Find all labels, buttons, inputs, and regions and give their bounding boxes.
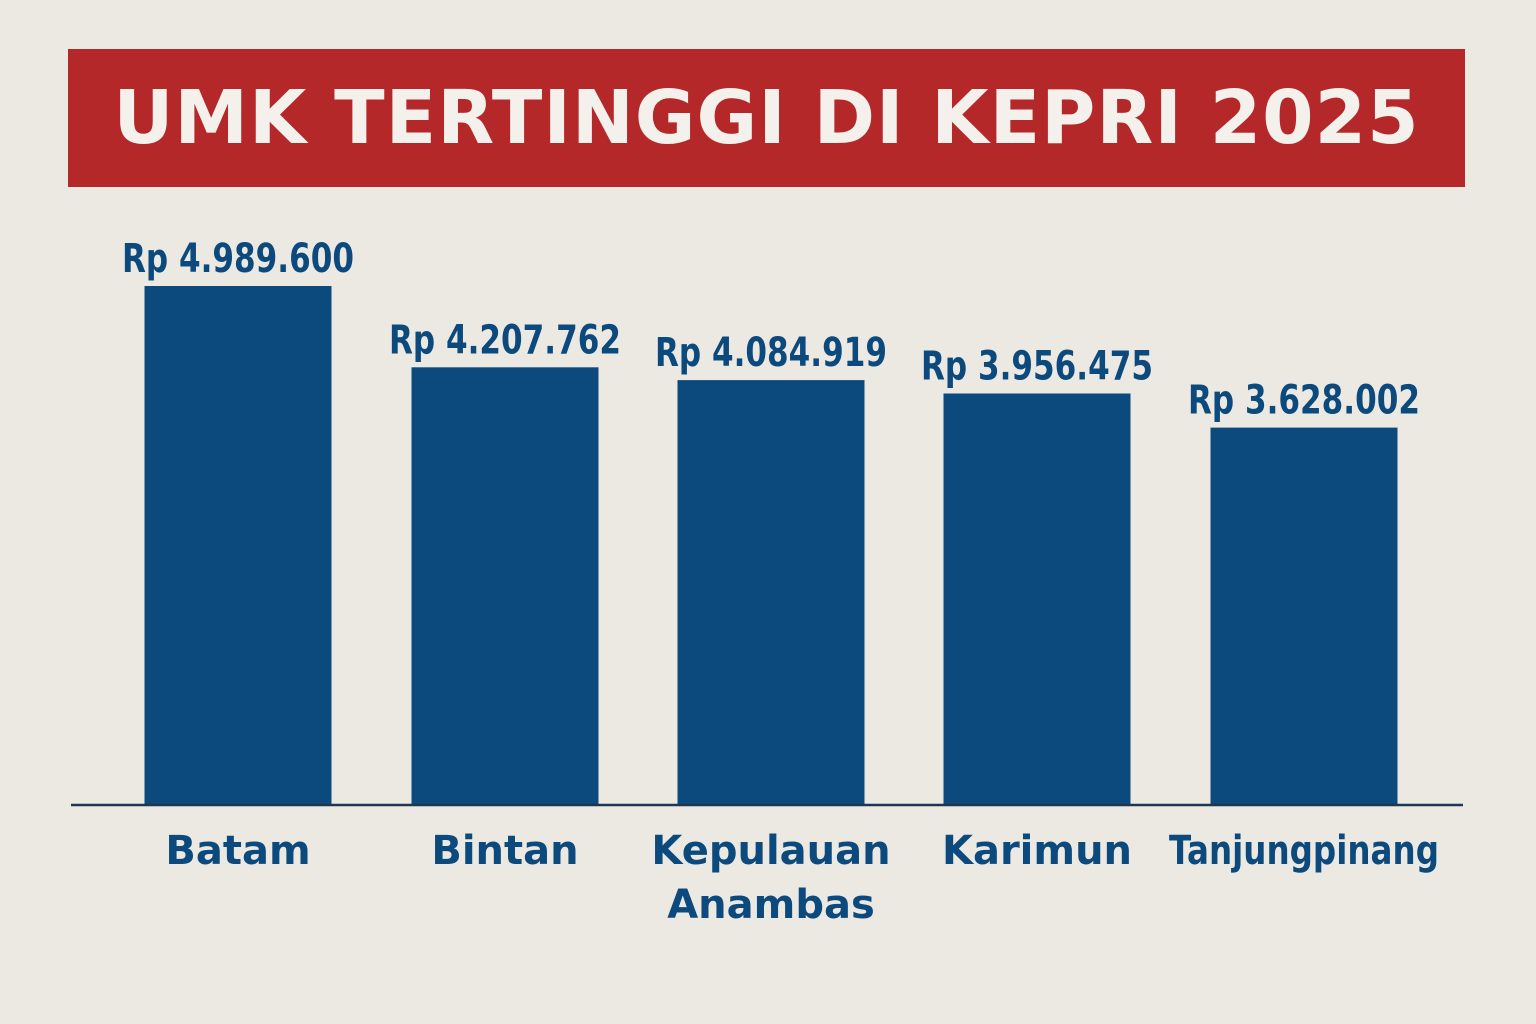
category-label-0-0: Batam — [165, 828, 310, 874]
bars-layer — [144, 286, 1398, 805]
category-label-3-0: Karimun — [942, 828, 1132, 874]
category-label-1-0: Bintan — [431, 828, 578, 874]
value-label-1: Rp 4.207.762 — [389, 317, 621, 363]
bar-0 — [144, 286, 332, 805]
chart-title: UMK TERTINGGI DI KEPRI 2025 — [113, 75, 1420, 161]
value-label-3: Rp 3.956.475 — [921, 344, 1153, 390]
title-banner: UMK TERTINGGI DI KEPRI 2025 — [68, 49, 1465, 187]
bar-1 — [411, 367, 599, 805]
category-label-2-1: Anambas — [667, 882, 875, 928]
category-labels-layer: Batam Bintan Kepulauan Anambas Karimun Tanjun… — [165, 828, 1439, 928]
value-label-2: Rp 4.084.919 — [655, 330, 887, 376]
value-label-4: Rp 3.628.002 — [1188, 378, 1420, 424]
value-labels-layer: Rp 4.989.600 Rp 4.207.762 Rp 4.084.919 Rp 3… — [122, 236, 1420, 424]
bar-2 — [677, 380, 865, 805]
value-label-0: Rp 4.989.600 — [122, 236, 354, 282]
category-label-4-0: Tanjungpinang — [1169, 828, 1439, 874]
category-label-2-0: Kepulauan — [651, 828, 890, 874]
bar-3 — [943, 393, 1131, 805]
bar-4 — [1210, 427, 1398, 805]
